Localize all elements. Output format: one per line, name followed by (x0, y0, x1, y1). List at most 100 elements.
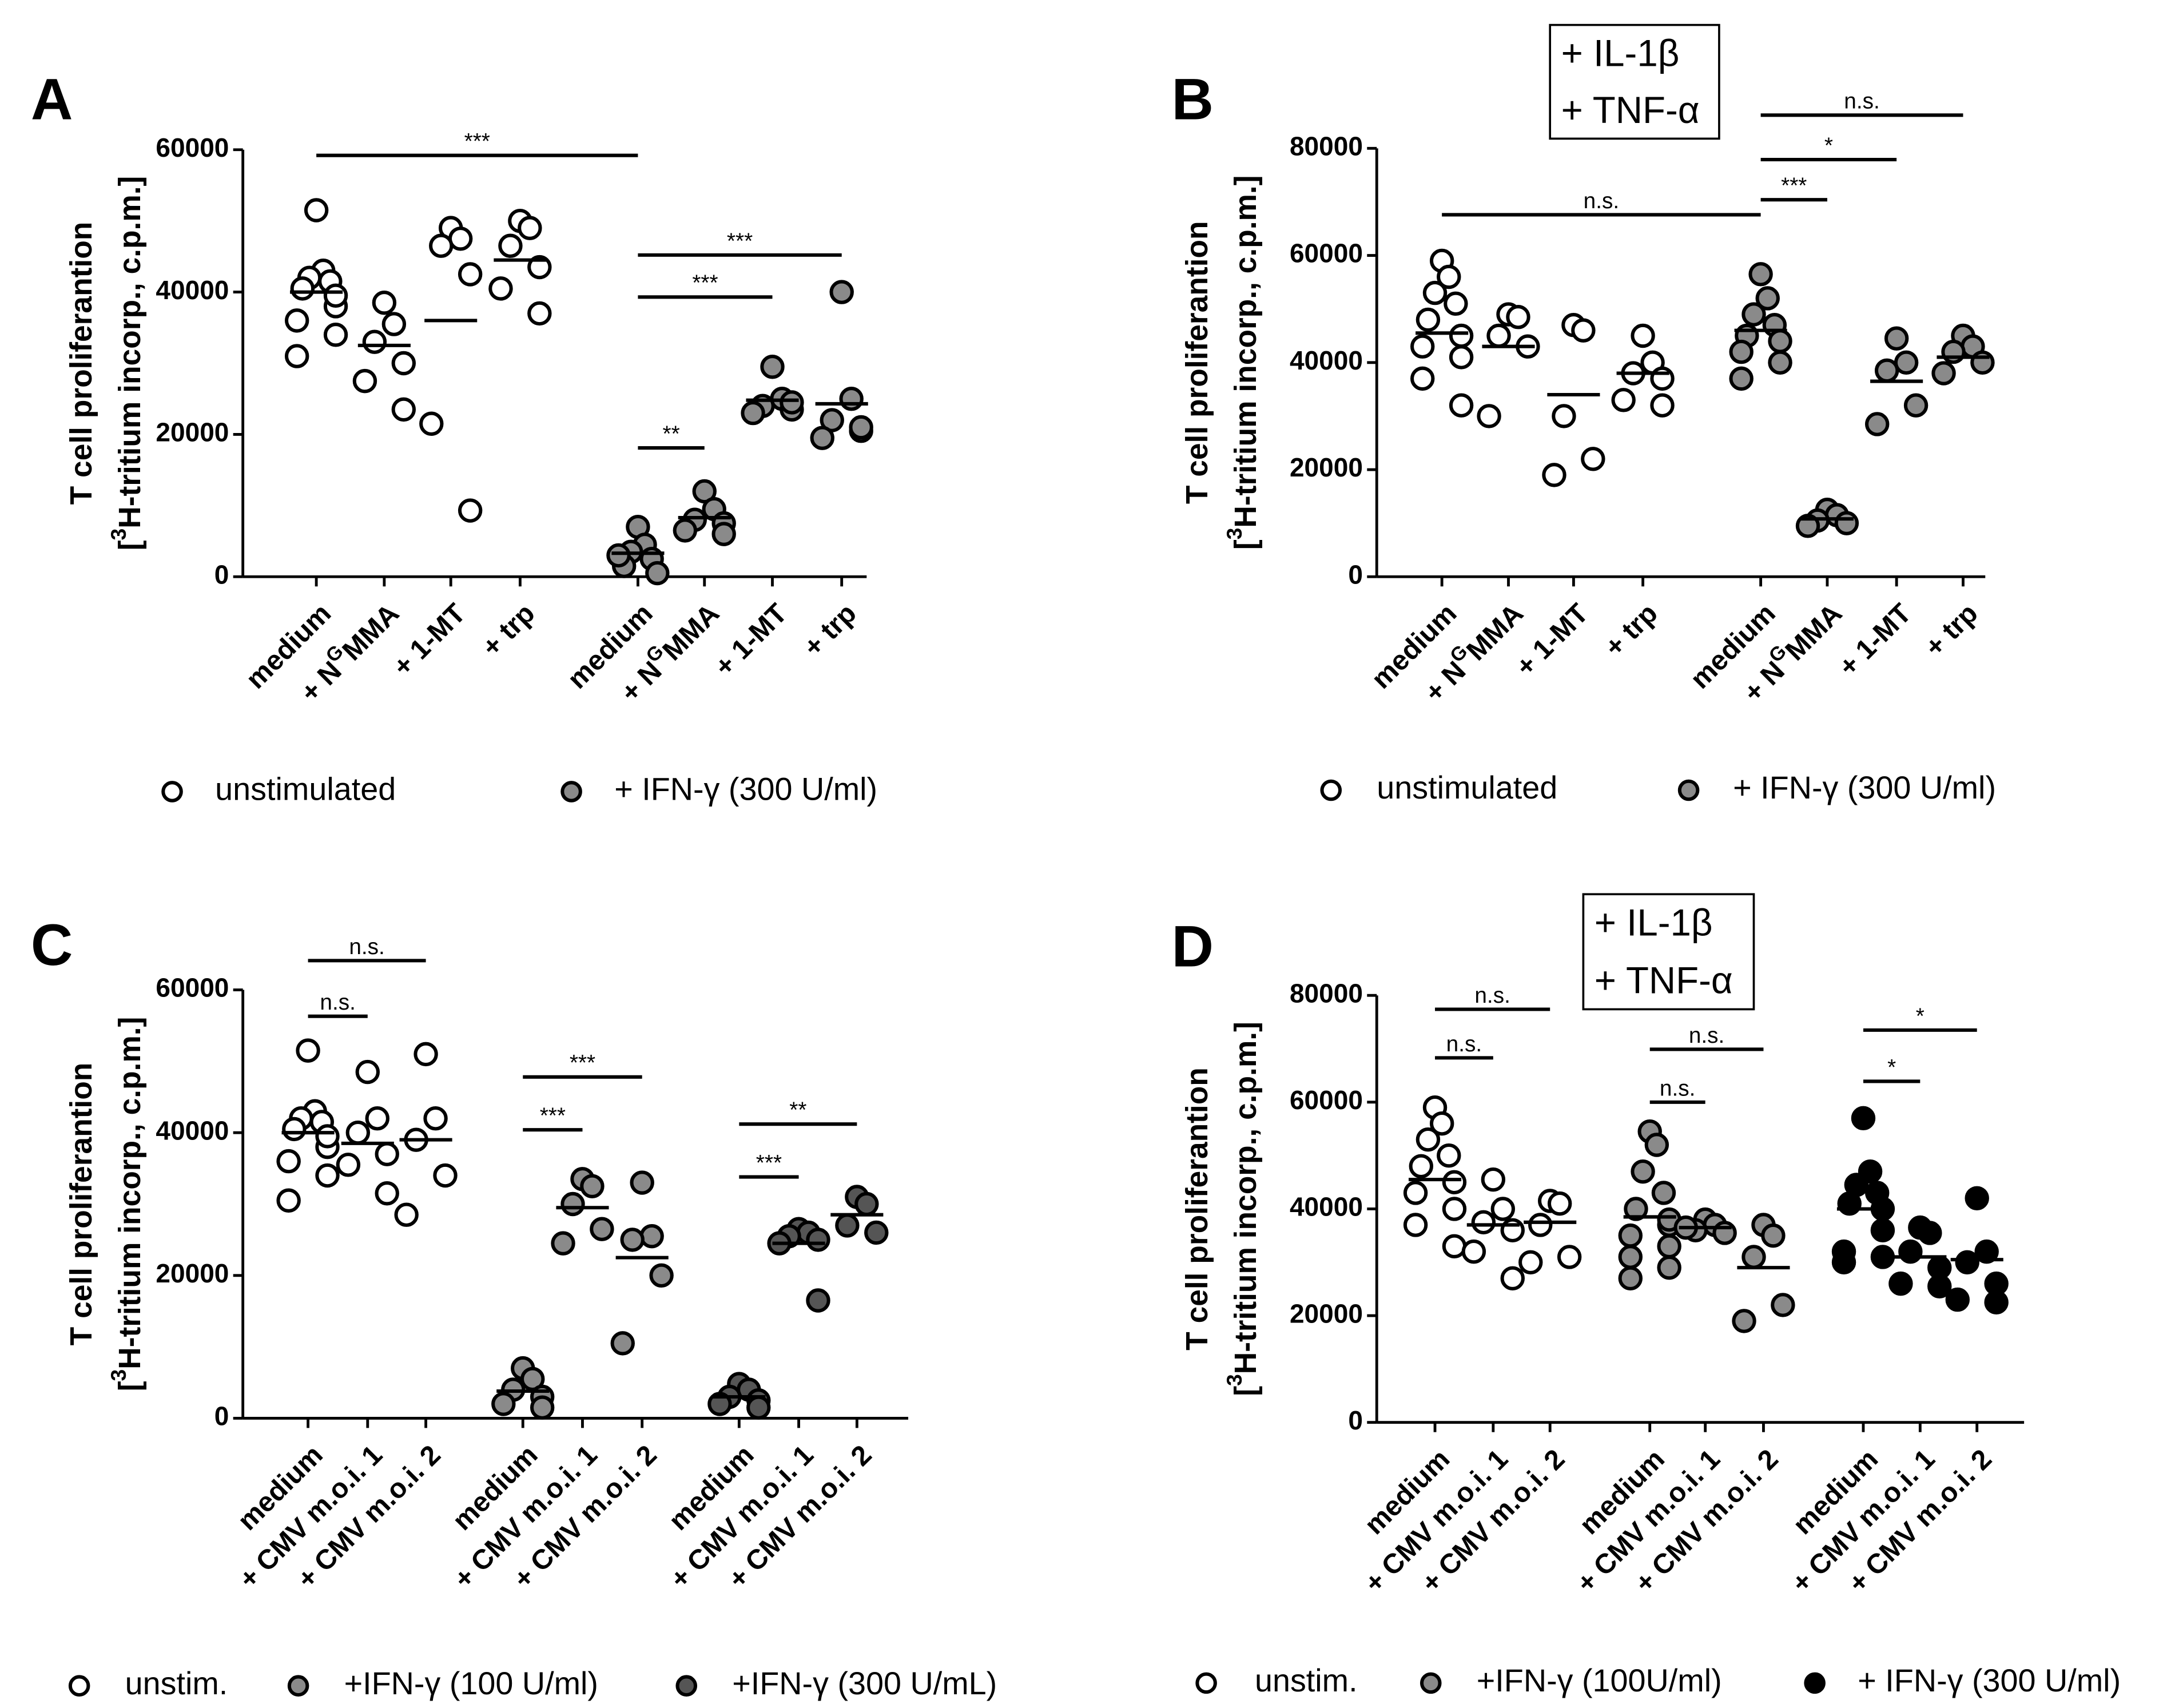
significance-label: *** (692, 271, 718, 296)
data-point (780, 390, 804, 415)
data-point (284, 344, 309, 368)
text-part: H-tritium incorp., c.p.m.] (1229, 176, 1263, 528)
significance-label: n.s. (1660, 1076, 1695, 1101)
data-point (1429, 1111, 1454, 1136)
data-point (1618, 1245, 1643, 1269)
data-point (1631, 1159, 1655, 1184)
data-point (692, 479, 717, 504)
data-point (419, 411, 444, 436)
y-axis-label: T cell proliferantion (1180, 221, 1214, 504)
data-point (315, 1163, 340, 1188)
data-point (1894, 350, 1919, 375)
data-point (527, 255, 552, 280)
data-point (365, 1106, 389, 1131)
y-tick-label: 20000 (1290, 452, 1363, 482)
significance-label: * (1916, 1004, 1925, 1028)
data-point (1761, 1223, 1786, 1248)
data-point (315, 1124, 340, 1149)
data-point (839, 387, 864, 411)
significance-label: ** (662, 422, 679, 446)
data-point (284, 308, 309, 333)
legend-label: unstim. (1255, 1663, 1358, 1698)
data-point (1834, 511, 1859, 535)
legend-marker (161, 781, 183, 803)
data-point (1984, 1290, 2009, 1314)
data-point (372, 291, 397, 315)
significance-label: n.s. (349, 935, 384, 959)
x-tick-label: + 1-MT (709, 598, 793, 682)
significance-label: n.s. (1474, 983, 1510, 1008)
data-point (1552, 404, 1576, 428)
data-point (1741, 302, 1766, 327)
data-point (645, 561, 670, 586)
data-point (1449, 323, 1474, 348)
y-tick-label: 80000 (1290, 978, 1363, 1008)
data-point (1461, 1239, 1486, 1264)
data-point (1712, 1221, 1737, 1245)
y-axis-label: [3H-tritium incorp., c.p.m.] (1222, 1022, 1263, 1396)
data-point (1437, 264, 1461, 289)
data-point (1409, 1154, 1434, 1179)
x-tick-label: + trp (798, 598, 862, 662)
data-point (1644, 1133, 1669, 1157)
data-point (1970, 350, 1995, 375)
superscript: 3 (106, 529, 130, 541)
significance-label: n.s. (1584, 189, 1619, 213)
data-point (413, 1042, 438, 1067)
y-tick-label: 60000 (156, 133, 229, 162)
data-point (1974, 1239, 1999, 1264)
data-point (1931, 361, 1956, 386)
y-tick-label: 20000 (156, 1258, 229, 1288)
legend-label: +IFN-γ (300 U/mL) (732, 1666, 997, 1701)
data-point (1732, 1309, 1756, 1333)
data-point (1416, 307, 1441, 332)
significance-label: n.s. (1844, 89, 1879, 114)
data-point (458, 498, 483, 523)
legend-marker (560, 781, 582, 803)
y-axis-label: [3H-tritium incorp., c.p.m.] (1222, 176, 1263, 550)
y-axis-label: T cell proliferantion (65, 1063, 98, 1346)
data-point (1542, 463, 1566, 487)
data-point (448, 227, 473, 251)
data-point (673, 518, 698, 543)
data-point (1618, 1223, 1643, 1248)
y-tick-label: 20000 (1290, 1298, 1363, 1328)
y-tick-label: 40000 (156, 1115, 229, 1145)
data-point (296, 1038, 320, 1063)
data-point (1477, 404, 1501, 428)
text-part: H-tritium incorp., c.p.m.] (1229, 1022, 1263, 1374)
data-point (1755, 286, 1780, 311)
data-point (1442, 1197, 1467, 1221)
data-point (1874, 358, 1899, 383)
data-point (276, 1149, 301, 1174)
data-point (746, 1395, 771, 1420)
data-point (276, 1188, 301, 1213)
data-point (1500, 1266, 1525, 1290)
significance-label: *** (756, 1151, 782, 1175)
data-point (707, 1392, 732, 1416)
data-point (1884, 326, 1909, 351)
data-point (1410, 366, 1435, 391)
data-point (1624, 1197, 1648, 1221)
data-point (355, 1059, 380, 1085)
data-point (849, 415, 873, 440)
text-part: H-tritium incorp., c.p.m.] (113, 176, 147, 529)
data-point (1898, 1239, 1923, 1264)
data-point (518, 216, 542, 240)
data-point (1547, 1191, 1572, 1216)
data-point (606, 543, 631, 568)
data-point (488, 276, 513, 301)
data-point (527, 301, 552, 326)
data-point (1618, 1266, 1643, 1290)
significance-label: *** (540, 1104, 566, 1129)
data-point (1771, 1293, 1795, 1317)
treatment-label: + TNF-α (1595, 959, 1733, 1001)
data-point (1611, 388, 1636, 412)
data-point (323, 323, 348, 347)
data-point (1471, 1210, 1496, 1235)
data-point (429, 233, 454, 258)
panel-letter: C (31, 912, 73, 978)
data-point (1918, 1221, 1942, 1245)
y-axis-label: [3H-tritium incorp., c.p.m.] (106, 1017, 147, 1392)
